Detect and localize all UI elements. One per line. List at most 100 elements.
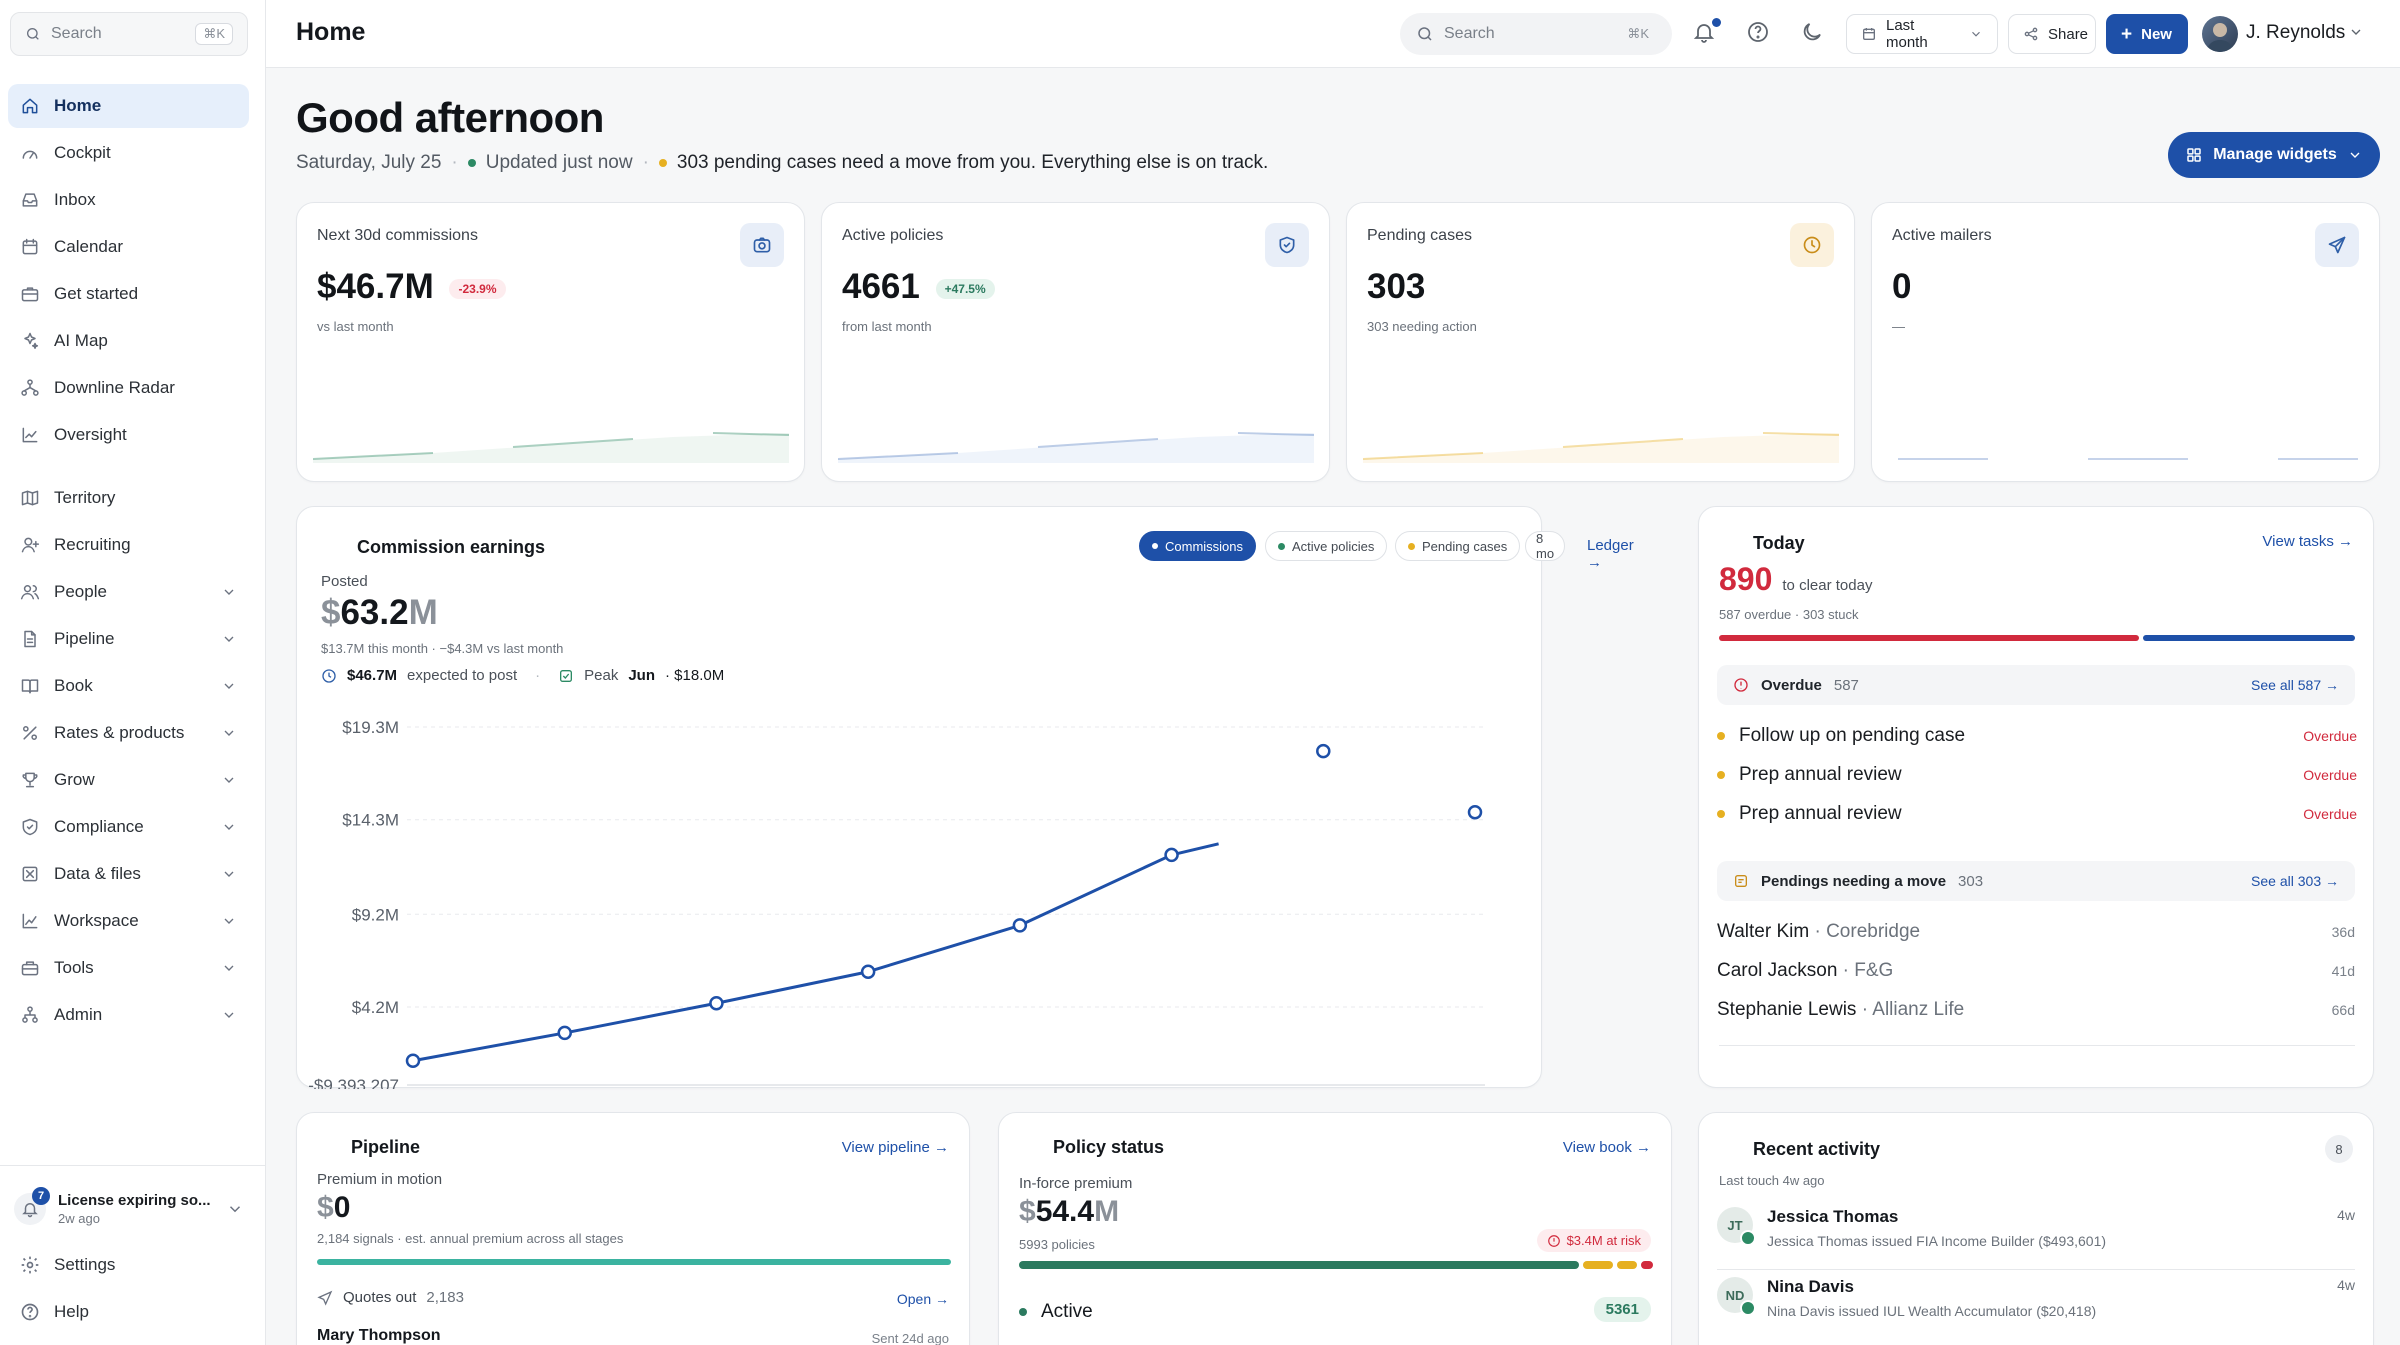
sidebar-search[interactable]: Search ⌘K [10,12,248,56]
sidebar-item-people[interactable]: People [8,570,249,614]
sidebar-item-compliance[interactable]: Compliance [8,805,249,849]
sidebar-item-cockpit[interactable]: Cockpit [8,131,249,175]
kpi-card-next-30d-commissions[interactable]: Next 30d commissions $46.7M -23.9% vs last… [296,202,805,482]
moon-icon[interactable] [1800,20,1824,44]
pipeline-bar [317,1259,951,1265]
kpi-card-active-policies[interactable]: Active policies 4661 +47.5% from last mont… [821,202,1330,482]
sidebar-item-workspace[interactable]: Workspace [8,899,249,943]
topbar-search[interactable]: Search ⌘K [1400,13,1672,55]
license-notice[interactable]: 7 License expiring so... 2w ago [14,1182,244,1236]
chevron-down-icon [224,1012,234,1018]
sidebar-item-label: AI Map [54,331,108,350]
user-plus-icon [21,537,40,553]
new-label: New [2141,25,2172,43]
range-pill[interactable]: 8 mo [1525,531,1566,561]
sidebar-item-get-started[interactable]: Get started [8,272,249,316]
overdue-label: Overdue [1761,676,1822,694]
ledger-link[interactable]: Ledger → [1587,537,1634,571]
view-pipeline-link[interactable]: View pipeline → [841,1139,949,1156]
today-count-row: 890 to clear today [1719,561,1872,598]
kpi-card-pending-cases[interactable]: Pending cases 303 303 needing action [1346,202,1855,482]
activity-item[interactable]: ND Nina Davis Nina Davis issued IUL Wealth… [1717,1277,2355,1339]
person-name: Walter Kim [1717,921,1810,942]
in-force-number: 54.4 [1035,1195,1095,1228]
help-link[interactable]: Help [8,1290,249,1334]
task-item[interactable]: Prep annual review Overdue [1717,764,2357,786]
y-tick-label: $14.3M [342,811,399,830]
sidebar-item-book[interactable]: Book [8,664,249,708]
pendings-label: Pendings needing a move [1761,872,1947,890]
view-tasks-link[interactable]: View tasks → [2262,533,2353,550]
avatar[interactable] [2202,16,2238,52]
settings-link[interactable]: Settings [8,1243,249,1287]
shield-icon [22,818,38,836]
users-icon [20,585,40,600]
posted-label: Posted [321,573,368,590]
user-name[interactable]: J. Reynolds [2246,22,2346,43]
sidebar-item-home[interactable]: Home [8,84,249,128]
sidebar-item-oversight[interactable]: Oversight [8,413,249,457]
sidebar-item-label: Downline Radar [54,378,175,397]
pipeline-first-name[interactable]: Mary Thompson [317,1327,441,1344]
sidebar-item-territory[interactable]: Territory [8,476,249,520]
pipeline-label: Premium in motion [317,1171,443,1188]
see-all-pendings-link[interactable]: See all 303 → [2251,873,2339,889]
pill-pending-cases[interactable]: Pending cases [1395,531,1521,561]
share-button[interactable]: Share [2008,14,2096,54]
sidebar-item-ai-map[interactable]: AI Map [8,319,249,363]
sidebar-item-grow[interactable]: Grow [8,758,249,802]
pending-person[interactable]: Walter Kim · Corebridge 36d [1717,921,2355,943]
kpi-value-text: $46.7M [317,267,434,306]
sidebar-item-inbox[interactable]: Inbox [8,178,249,222]
kpi-icon-box [2315,223,2359,267]
y-tick-label: -$9,393.207 [308,1076,399,1089]
manage-widgets-button[interactable]: Manage widgets [2168,132,2380,178]
pill-commissions[interactable]: Commissions [1139,531,1257,561]
open-quotes-link[interactable]: Open → [896,1291,949,1307]
settings-label: Settings [54,1255,116,1274]
sidebar-item-recruiting[interactable]: Recruiting [8,523,249,567]
chevron-down-icon [224,636,234,642]
person-age: 66d [2331,1002,2355,1018]
sidebar-item-calendar[interactable]: Calendar [8,225,249,269]
kpi-value-text: 4661 [842,267,920,306]
help-icon[interactable] [1746,20,1770,44]
sidebar-item-admin[interactable]: Admin [8,993,249,1037]
sidebar-item-rates-products[interactable]: Rates & products [8,711,249,755]
task-item[interactable]: Follow up on pending case Overdue [1717,725,2357,747]
person-name: Carol Jackson [1717,960,1838,981]
sidebar-item-data-files[interactable]: Data & files [8,852,249,896]
pending-person[interactable]: Carol Jackson · F&G 41d [1717,960,2355,982]
chevron-down-icon [224,871,234,877]
chevron-down-icon[interactable] [2348,24,2364,40]
sidebar-item-tools[interactable]: Tools [8,946,249,990]
view-book-link[interactable]: View book → [1562,1139,1651,1156]
pill-active-policies[interactable]: Active policies [1265,531,1388,561]
policy-status-card: Policy status View book → In-force premi… [998,1112,1672,1345]
briefcase-icon [21,287,39,302]
at-risk-label: $3.4M at risk [1566,1233,1641,1248]
separator-dot: · [535,667,541,684]
license-bell: 7 [14,1187,50,1225]
chevron-down-icon [224,730,234,736]
expected-value: $46.7M [347,667,398,684]
kpi-value: $46.7M -23.9% [317,267,506,307]
date-range-button[interactable]: Last month [1846,14,1998,54]
sidebar-item-pipeline[interactable]: Pipeline [8,617,249,661]
pending-person[interactable]: Stephanie Lewis · Allianz Life 66d [1717,999,2355,1021]
task-item[interactable]: Prep annual review Overdue [1717,803,2357,825]
new-button[interactable]: + New [2106,14,2188,54]
grid-icon [22,866,38,882]
task-status: Overdue [2303,806,2357,822]
chevron-down-icon [224,965,234,971]
bell-icon[interactable] [1692,20,1716,44]
expected-row: $46.7M expected to post · Peak Jun · $18… [321,667,724,684]
license-title: License expiring so... [58,1192,211,1209]
see-all-overdue-link[interactable]: See all 587 → [2251,677,2339,693]
kpi-icon-box [1265,223,1309,267]
kpi-card-active-mailers[interactable]: Active mailers 0 — [1871,202,2380,482]
share-icon [2024,27,2038,41]
activity-item[interactable]: JT Jessica Thomas Jessica Thomas issued FI… [1717,1207,2355,1269]
sidebar-item-downline-radar[interactable]: Downline Radar [8,366,249,410]
today-count: 890 [1719,561,1773,597]
